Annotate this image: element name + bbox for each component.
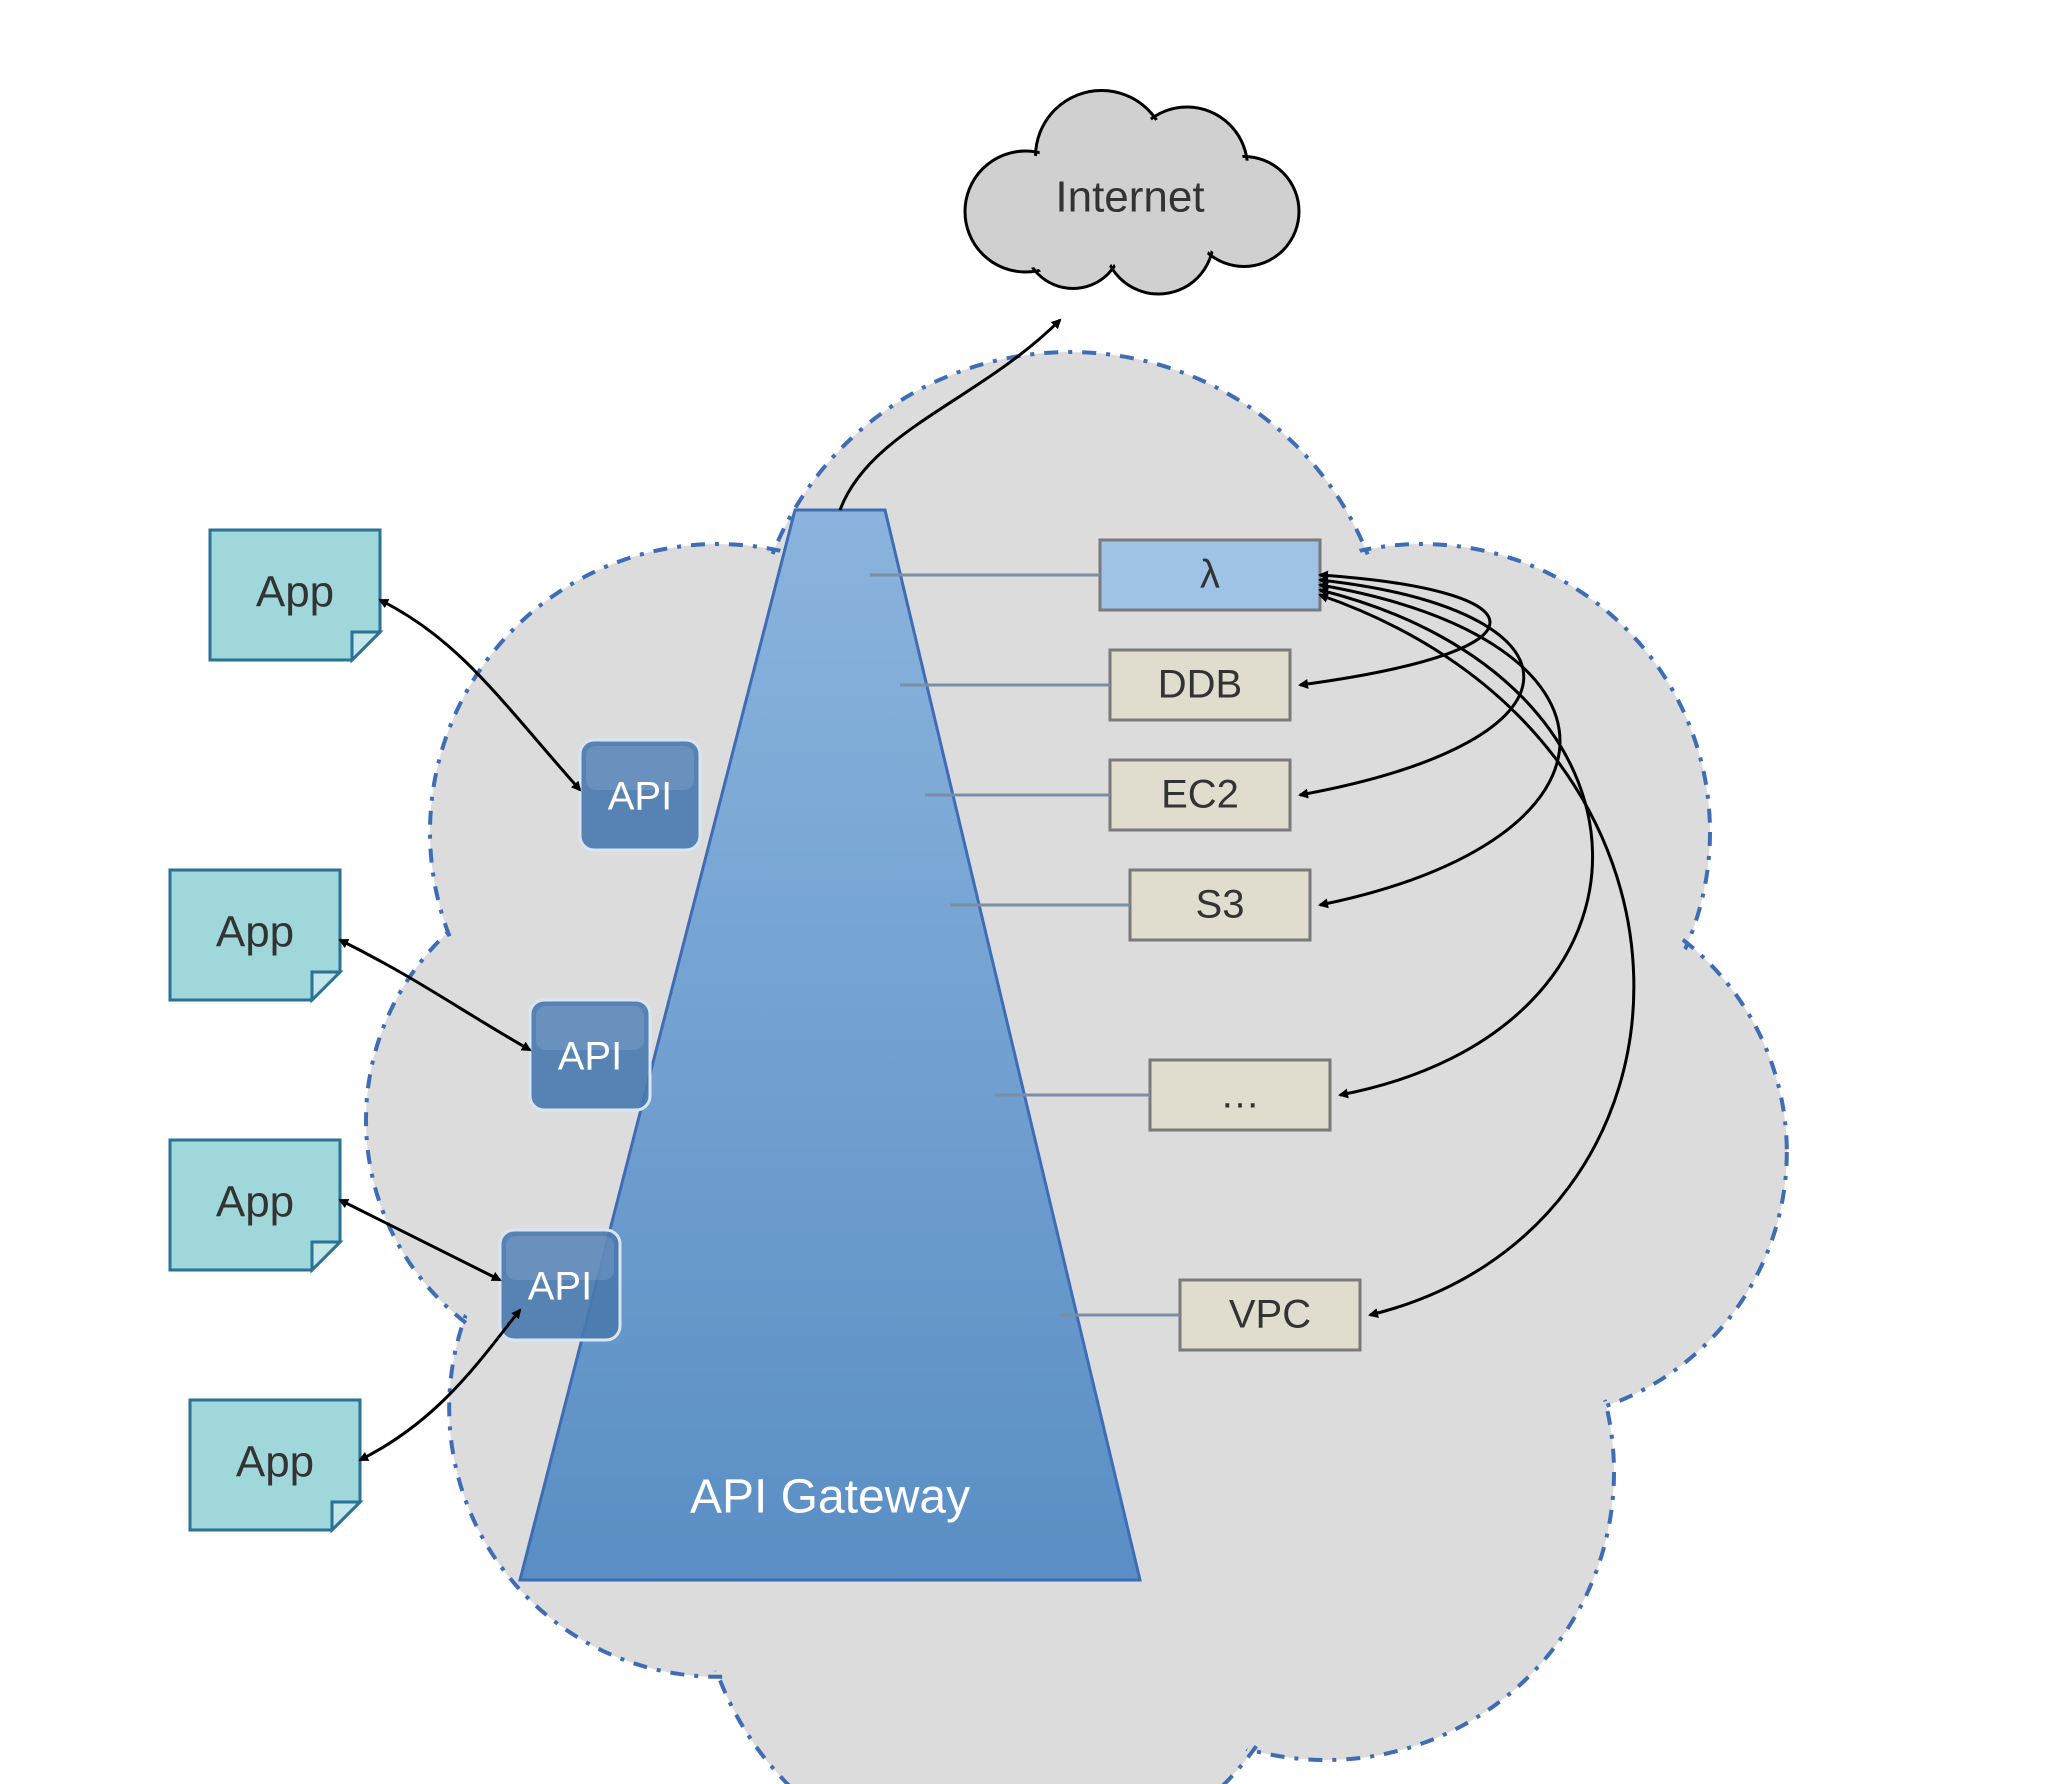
service-box-label: VPC xyxy=(1229,1293,1311,1337)
service-box-label: EC2 xyxy=(1161,773,1239,817)
app-note: App xyxy=(190,1400,360,1530)
app-note-label: App xyxy=(216,1178,294,1227)
service-box: λ xyxy=(1100,540,1320,610)
api-box: API xyxy=(580,740,700,850)
api-box: API xyxy=(500,1230,620,1340)
service-box: S3 xyxy=(1130,870,1310,940)
api-box-label: API xyxy=(528,1265,592,1309)
app-note: App xyxy=(210,530,380,660)
gateway-label: API Gateway xyxy=(690,1471,970,1524)
api-box-label: API xyxy=(558,1035,622,1079)
service-box-label: DDB xyxy=(1158,663,1242,707)
app-note-label: App xyxy=(216,908,294,957)
app-note: App xyxy=(170,1140,340,1270)
app-note-label: App xyxy=(256,568,334,617)
service-box: DDB xyxy=(1110,650,1290,720)
internet-label: Internet xyxy=(1055,173,1204,222)
internet-cloud: Internet xyxy=(965,91,1299,295)
service-box: EC2 xyxy=(1110,760,1290,830)
app-note: App xyxy=(170,870,340,1000)
service-box: VPC xyxy=(1180,1280,1360,1350)
service-box-label: S3 xyxy=(1196,883,1245,927)
app-note-label: App xyxy=(236,1438,314,1487)
service-box: … xyxy=(1150,1060,1330,1130)
api-box: API xyxy=(530,1000,650,1110)
service-box-label: … xyxy=(1220,1073,1260,1117)
service-box-label: λ xyxy=(1200,553,1220,597)
api-box-label: API xyxy=(608,775,672,819)
